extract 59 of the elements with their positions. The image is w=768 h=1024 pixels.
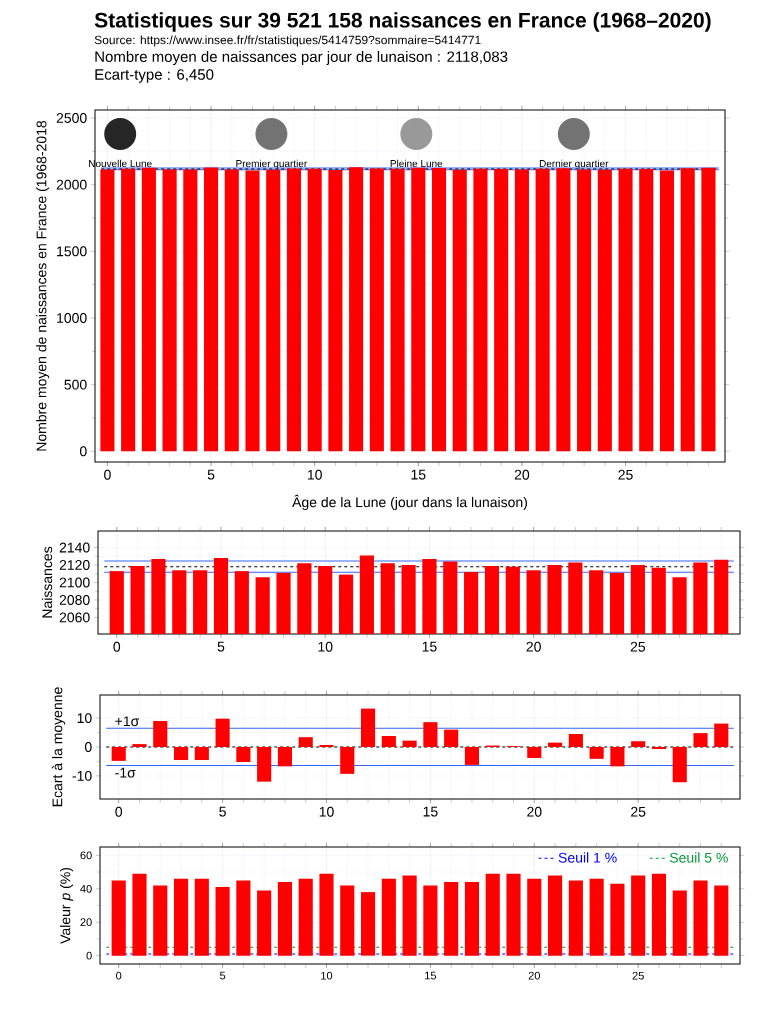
y-tick-label: 2080 — [59, 594, 90, 605]
ref-line-label: +1σ — [115, 716, 140, 727]
y-tick-label: -10 — [72, 770, 92, 781]
y-tick-label: 2140 — [59, 542, 90, 553]
y-axis-title: Naissances — [41, 546, 53, 618]
x-tick-label: 25 — [632, 971, 644, 980]
x-tick-label: 10 — [318, 641, 333, 652]
annotation: Dernier quartier — [539, 159, 609, 170]
y-tick-label: 2000 — [56, 179, 87, 190]
y-tick-label: 2060 — [59, 612, 90, 623]
y-axis-title: Valeur p (%) — [60, 867, 74, 944]
x-tick-label: 20 — [526, 641, 541, 652]
annotation: Premier quartier — [236, 159, 308, 170]
y-tick-label: 10 — [77, 713, 92, 724]
y-tick-label: 20 — [80, 918, 92, 927]
x-tick-label: 10 — [307, 469, 322, 480]
x-tick-label: 20 — [527, 806, 542, 817]
chart-title: Statistiques sur 39 521 158 naissances en France (1968–2020) — [94, 12, 711, 32]
x-tick-label: 15 — [423, 806, 438, 817]
x-tick-label: 0 — [115, 806, 123, 817]
x-tick-label: 0 — [104, 469, 111, 480]
x-tick-label: 5 — [207, 469, 215, 480]
text: Ecart-type : 6,450 — [95, 69, 214, 83]
x-tick-label: 0 — [113, 641, 121, 652]
text: Nombre moyen de naissances par jour de lunaison : 2118,083 — [95, 50, 508, 65]
legend-label: Seuil 5 % — [669, 852, 728, 863]
y-tick-label: 2120 — [59, 560, 90, 570]
y-tick-label: 1000 — [57, 313, 87, 323]
x-tick-label: 10 — [319, 806, 334, 817]
annotation: Pleine Lune — [390, 159, 443, 168]
x-tick-label: 20 — [514, 469, 530, 480]
x-tick-label: 0 — [116, 971, 122, 980]
x-tick-label: 15 — [425, 971, 437, 980]
x-tick-label: 20 — [528, 971, 540, 980]
y-tick-label: 0 — [79, 446, 87, 457]
y-axis-title: Ecart à la moyenne — [51, 687, 66, 807]
annotation: Nouvelle Lune — [89, 159, 152, 168]
ref-line-label: -1σ — [115, 767, 136, 778]
y-tick-label: 2100 — [59, 577, 90, 588]
y-tick-label: 2500 — [56, 113, 87, 123]
y-tick-label: 40 — [80, 884, 92, 893]
x-tick-label: 5 — [219, 806, 226, 817]
x-tick-label: 10 — [321, 971, 333, 980]
x-tick-label: 5 — [217, 641, 225, 652]
x-tick-label: 25 — [631, 806, 646, 817]
x-tick-label: 5 — [219, 971, 226, 980]
y-tick-label: 60 — [80, 851, 92, 860]
y-tick-label: 1500 — [57, 246, 87, 257]
x-axis-title: Âge de la Lune (jour dans la lunaison) — [292, 494, 527, 510]
x-tick-label: 15 — [422, 641, 437, 652]
source-note: Source: https://www.insee.fr/fr/statistiques/5414759?sommaire=5414771 — [94, 35, 481, 47]
x-tick-label: 25 — [618, 469, 633, 480]
y-tick-label: 0 — [86, 951, 92, 960]
y-tick-label: 0 — [84, 742, 92, 752]
x-tick-label: 15 — [411, 469, 426, 480]
x-tick-label: 25 — [630, 641, 646, 652]
y-tick-label: 500 — [64, 379, 87, 390]
legend-label: Seuil 1 % — [558, 852, 617, 863]
y-axis-title: Nombre moyen de naissances en France (1968-2018 — [36, 120, 50, 451]
